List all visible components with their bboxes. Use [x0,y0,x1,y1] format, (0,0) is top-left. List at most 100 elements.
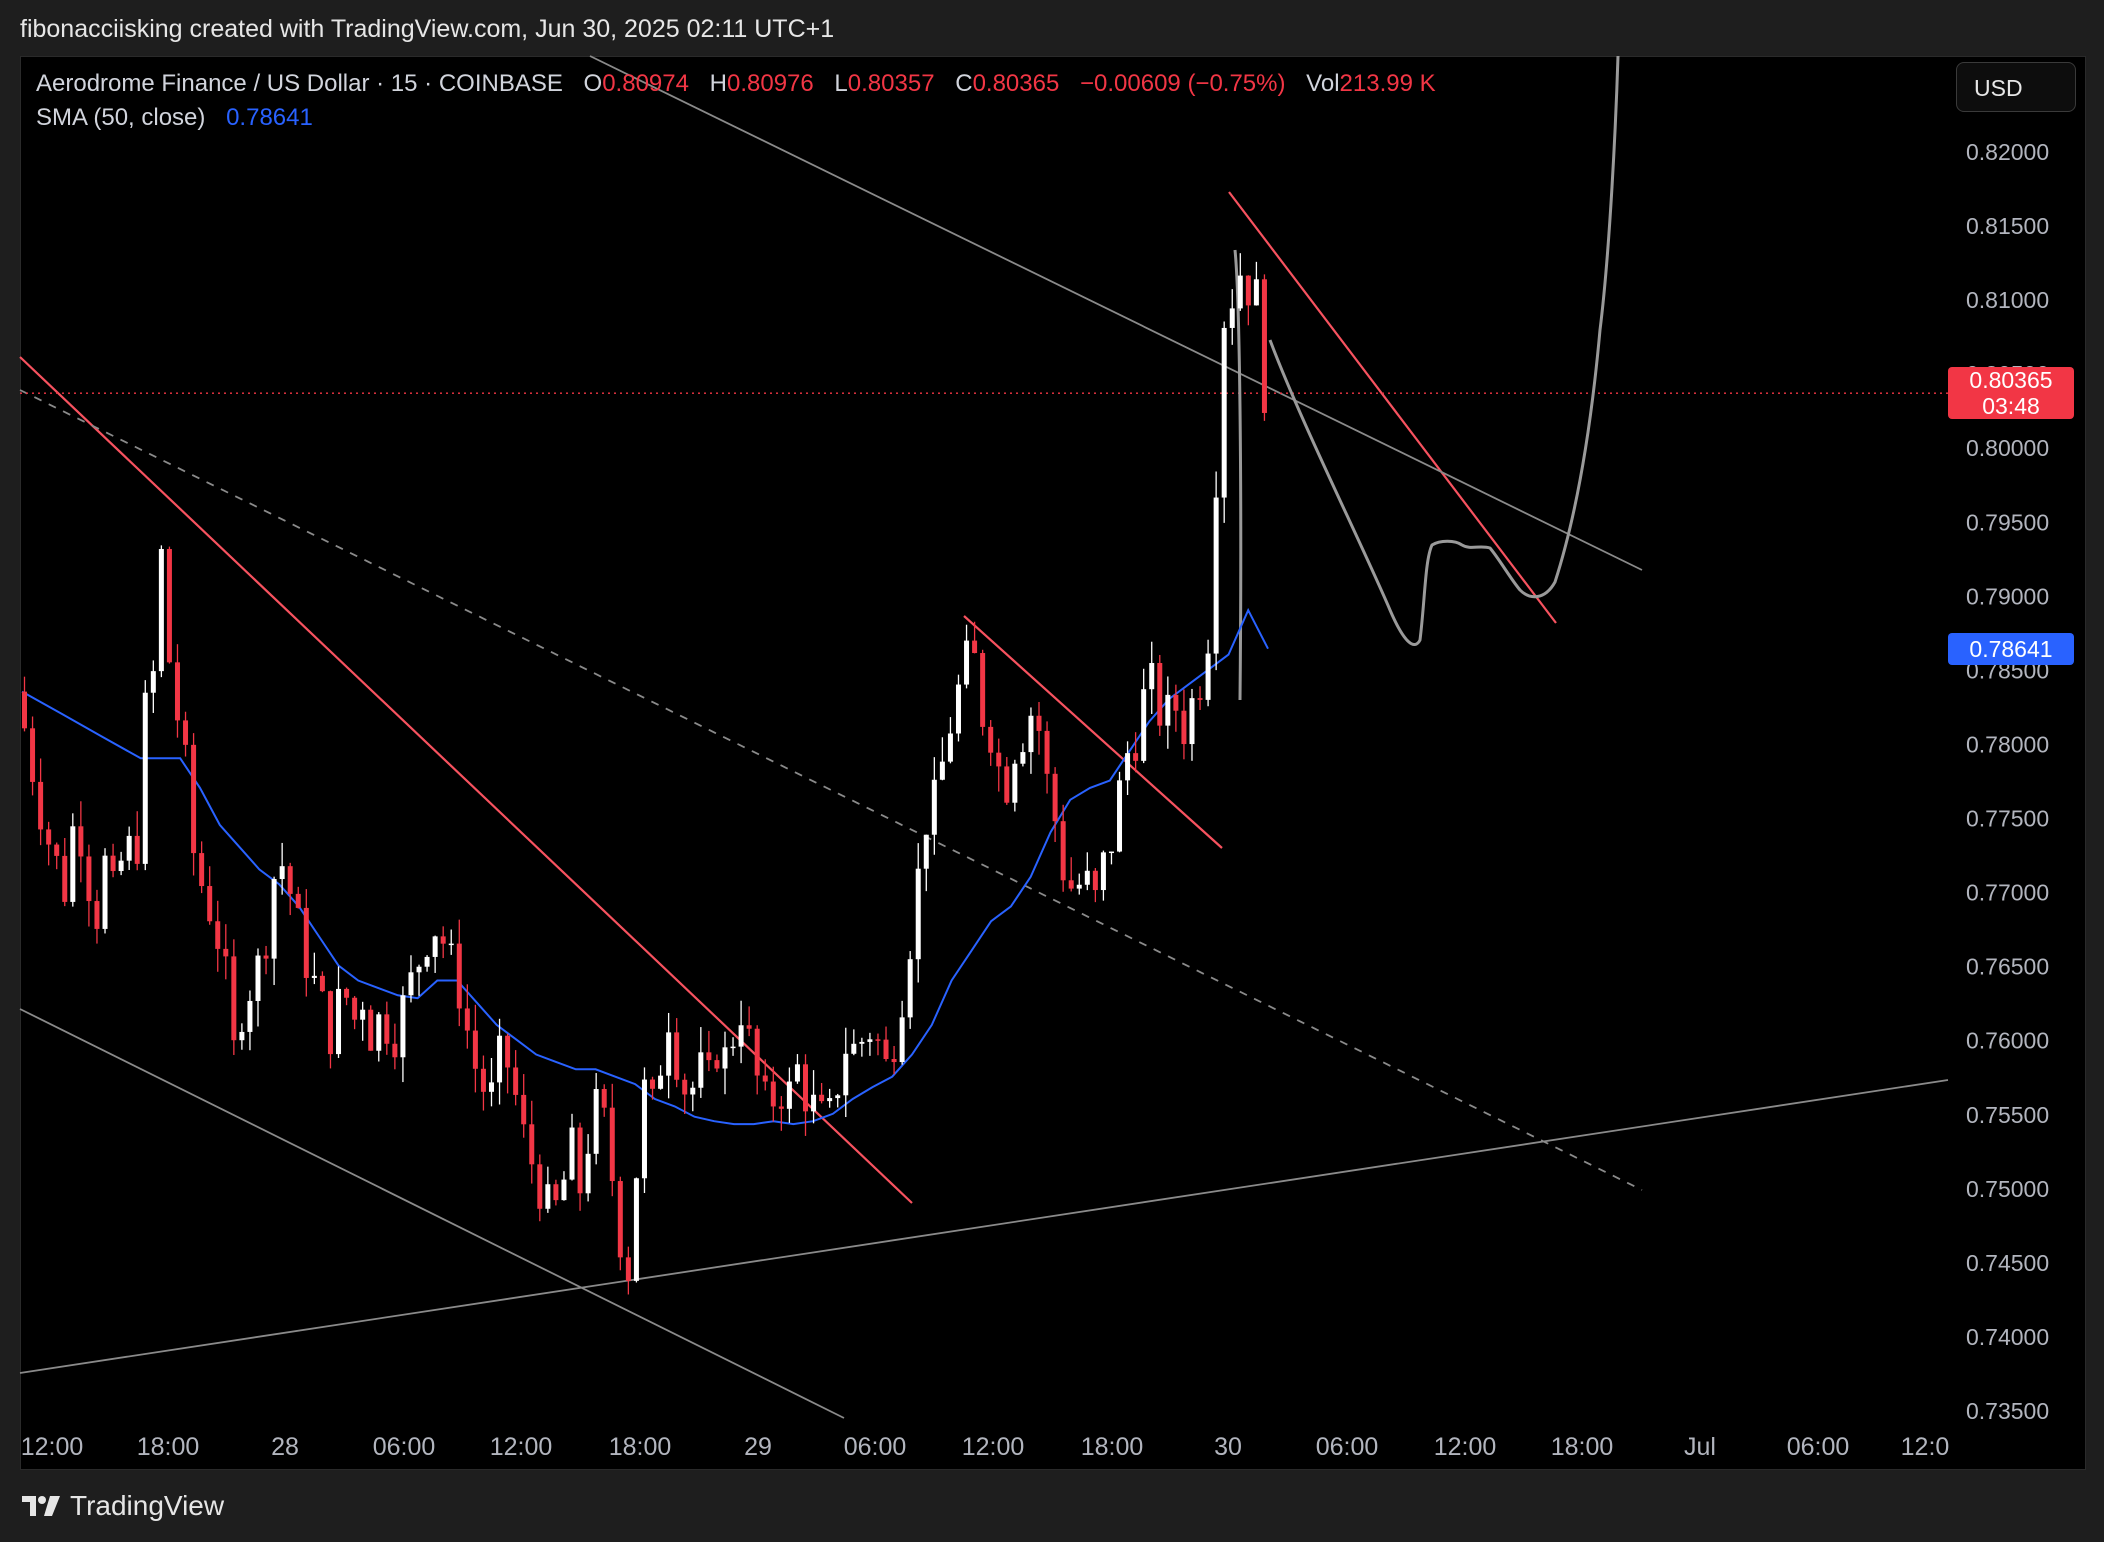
candle-body [319,975,325,992]
candle-body [287,866,293,894]
candle-body [360,1009,366,1020]
sma-layer [21,607,1269,1126]
candle-body [891,1058,897,1063]
drawing-layer[interactable] [19,55,1949,1419]
projection-path [1233,55,1620,701]
candle-body [199,853,205,887]
candle-body [295,893,301,908]
candle-body [505,1035,511,1068]
candle-body [529,1124,535,1165]
candle-body [835,1095,841,1099]
candle-body [1036,715,1042,731]
candle-body [666,1032,672,1076]
candle-body [158,549,164,672]
candle-body [352,997,358,1020]
candle-body [247,1000,253,1032]
currency-button[interactable]: USD [1956,62,2076,112]
candle-body [1012,763,1018,803]
candle-body [1253,279,1259,306]
candle-body [972,640,978,654]
candle-body [577,1127,583,1194]
candle-body [658,1075,664,1089]
candle-body [1076,884,1082,889]
candle-body [497,1035,503,1083]
candle-body [223,948,229,957]
candle-body [915,868,921,960]
open-label: O [583,70,603,97]
candle-body [54,844,60,856]
volume-label: Vol [1306,70,1340,97]
candle-body [416,966,422,973]
candle-body [625,1257,631,1281]
x-tick-label: 18:00 [137,1433,200,1461]
candle-body [1261,279,1267,413]
candle-body [384,1014,390,1044]
candle-body [1149,663,1155,690]
candle-body [142,692,148,864]
candle-body [1117,780,1123,852]
candle-body [1229,308,1235,328]
candle-body [714,1060,720,1069]
candle-body [150,671,156,693]
last-price-tag: 0.80365 03:48 [1948,367,2074,420]
tradingview-logo[interactable]: TradingView [22,1490,224,1522]
candle-body [38,781,44,830]
candle-body [134,835,140,864]
candle-body [770,1081,776,1107]
candle-body [1092,870,1098,891]
candle-body [392,1043,398,1058]
symbol-name[interactable]: Aerodrome Finance / US Dollar · 15 · COI… [36,70,563,97]
time-axis[interactable]: 12:00 18:00 28 06:00 12:00 18:00 29 06:00 12:00 1… [21,1433,1950,1461]
y-tick-label: 0.75000 [1966,1176,2049,1202]
candle-body [1173,694,1179,711]
candle-body [215,921,221,949]
candle-body [70,826,76,902]
candle-body [166,549,172,663]
candle-body [641,1079,647,1179]
candle-body [464,1008,470,1031]
y-tick-label: 0.79000 [1966,583,2049,609]
candle-body [851,1043,857,1054]
candle-body [432,936,438,957]
x-tick-label: 30 [1214,1433,1242,1461]
sma-label: SMA (50, close) [36,104,206,131]
x-tick-label: 12:00 [962,1433,1025,1461]
ohlc-legend: Aerodrome Finance / US Dollar · 15 · COI… [36,70,1436,98]
candle-body [126,835,132,861]
candle-body [311,975,317,978]
x-tick-label: 06:00 [1316,1433,1379,1461]
candle-body [1044,730,1050,774]
candle-body [1213,497,1219,654]
price-axis[interactable]: 0.820000.815000.810000.805000.800000.795… [1966,139,2049,1424]
sma-value: 0.78641 [226,104,313,131]
chart-frame[interactable] [20,56,2086,1470]
candle-body [303,907,309,978]
candle-body [682,1079,688,1095]
candle-body [102,855,108,929]
y-tick-label: 0.74000 [1966,1324,2049,1350]
candle-body [1165,694,1171,726]
high-value: 0.80976 [726,70,814,97]
channel-upper-line [589,55,1643,571]
sma-legend[interactable]: SMA (50, close) 0.78641 [36,104,313,132]
candle-body [593,1089,599,1154]
x-tick-label: 29 [744,1433,772,1461]
y-tick-label: 0.80000 [1966,435,2049,461]
x-tick-label: 06:00 [844,1433,907,1461]
candle-body [754,1028,760,1076]
candle-body [480,1068,486,1092]
candle-body [456,943,462,1009]
candle-body [1189,698,1195,745]
candle-body [231,956,237,1041]
candle-body [22,691,27,729]
candle-body [1052,773,1058,822]
candle-body [513,1067,519,1095]
candle-body [440,936,446,944]
y-tick-label: 0.77000 [1966,880,2049,906]
brand-name: TradingView [70,1490,225,1521]
close-value: 0.80365 [972,70,1060,97]
candle-body [46,829,52,845]
candle-body [867,1039,873,1042]
candle-body [722,1047,728,1069]
